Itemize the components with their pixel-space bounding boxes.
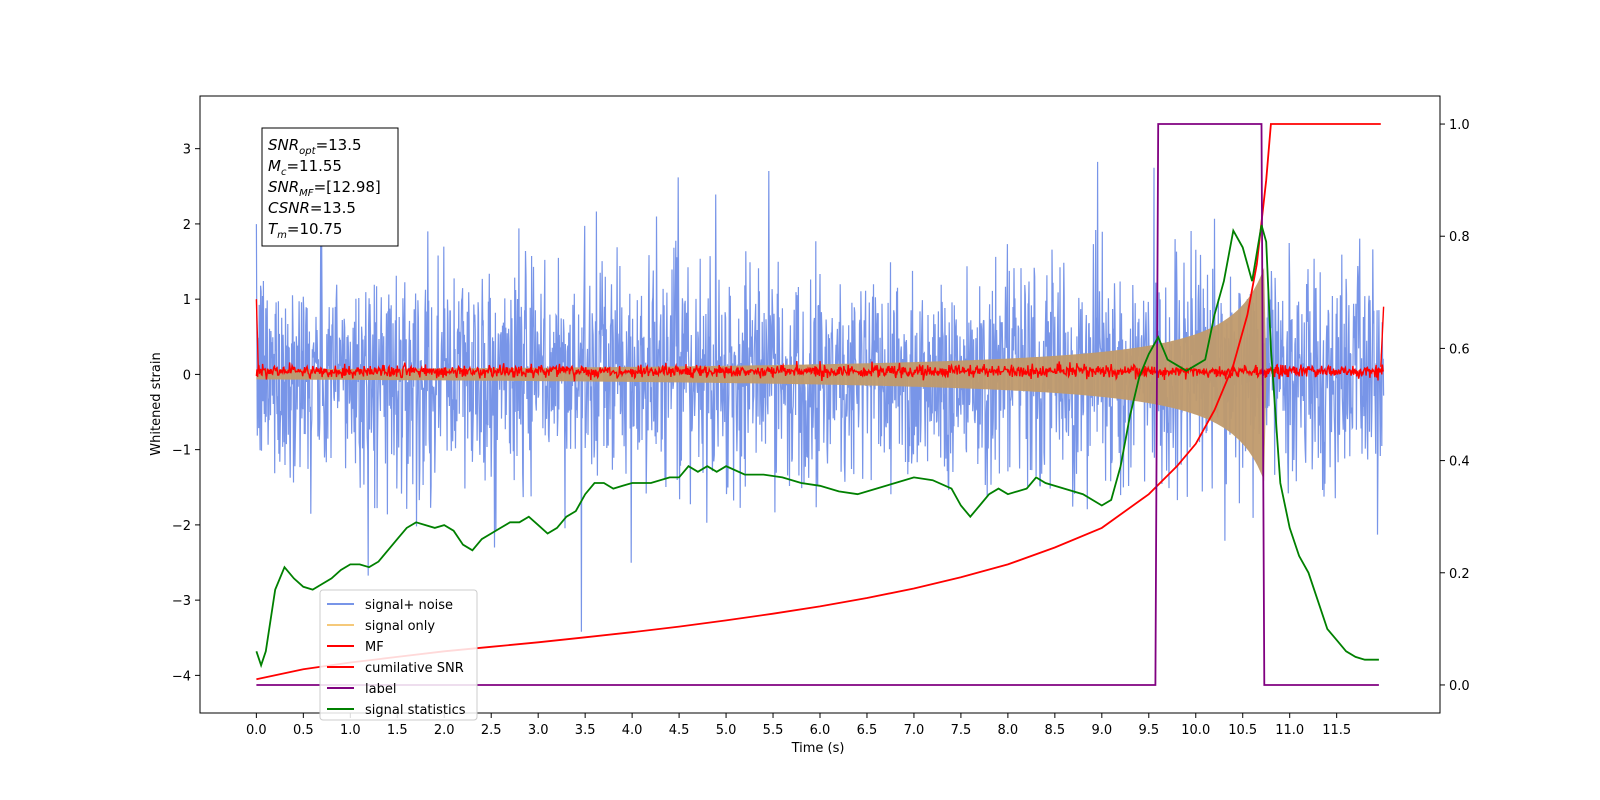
x-tick-label: 1.0 <box>340 723 361 738</box>
x-tick-label: 0.5 <box>293 723 314 738</box>
signal-noise-series <box>255 161 1385 632</box>
x-tick-label: 5.5 <box>763 723 784 738</box>
x-tick-label: 3.5 <box>575 723 596 738</box>
info-line: CSNR=13.5 <box>268 199 356 217</box>
info-line: Tm=10.75 <box>268 220 342 241</box>
info-line: SNRMF=[12.98] <box>268 178 381 199</box>
x-tick-label: 5.0 <box>716 723 737 738</box>
y-tick-label: 1 <box>183 293 191 308</box>
x-tick-label: 7.5 <box>951 723 972 738</box>
legend-frame <box>319 589 478 721</box>
x-tick-label: 2.5 <box>481 723 502 738</box>
mf-edge-end <box>1380 306 1385 367</box>
x-axis-label: Time (s) <box>791 741 845 756</box>
y2-axis-ticks: 0.0 0.2 0.4 0.6 0.8 1.0 <box>1440 118 1470 694</box>
x-tick-label: 8.5 <box>1045 723 1066 738</box>
info-box-frame <box>261 127 399 247</box>
x-tick-label: 4.5 <box>669 723 690 738</box>
legend: signal+ noise signal only MF cumilative SNR… <box>319 589 478 721</box>
x-tick-label: 11.0 <box>1275 723 1304 738</box>
series-line-4 <box>256 123 1379 686</box>
x-tick-label: 8.0 <box>998 723 1019 738</box>
x-tick-label: 9.5 <box>1138 723 1159 738</box>
y-tick-label: 3 <box>183 143 191 158</box>
x-tick-label: 0.0 <box>246 723 267 738</box>
y-tick-label: 0 <box>183 368 191 383</box>
x-tick-label: 9.0 <box>1091 723 1112 738</box>
x-tick-label: 10.0 <box>1181 723 1210 738</box>
mf-line <box>255 361 1384 382</box>
mf-edge-start <box>255 299 259 367</box>
x-tick-label: 6.5 <box>857 723 878 738</box>
x-tick-label: 2.0 <box>434 723 455 738</box>
legend-label: label <box>365 682 396 697</box>
series-line-3 <box>256 123 1381 681</box>
y-axis-label: Whitened strain <box>149 352 164 455</box>
legend-label: signal only <box>365 619 435 634</box>
y-tick-label: −4 <box>172 669 191 684</box>
y-axis-ticks: −4 −3 −2 −1 0 1 2 3 <box>172 143 200 684</box>
y2-tick-label: 0.0 <box>1449 679 1470 694</box>
x-tick-label: 10.5 <box>1228 723 1257 738</box>
x-tick-label: 6.0 <box>810 723 831 738</box>
y-tick-label: −2 <box>172 519 191 534</box>
x-tick-label: 4.0 <box>622 723 643 738</box>
mf-series <box>255 299 1385 382</box>
x-tick-label: 11.5 <box>1322 723 1351 738</box>
info-line: SNRopt=13.5 <box>268 136 362 157</box>
right-axis-series <box>255 123 1381 686</box>
signal-noise-line <box>255 161 1385 632</box>
y2-tick-label: 0.4 <box>1449 455 1470 470</box>
x-tick-label: 7.0 <box>904 723 925 738</box>
info-box: SNRopt=13.5Mc=11.55SNRMF=[12.98]CSNR=13.… <box>261 127 399 247</box>
x-axis-ticks: 0.0 0.5 1.0 1.5 2.0 2.5 3.0 3.5 4.0 4.5 5.0 5.5 6.0 6… <box>246 713 1351 738</box>
x-tick-label: 3.0 <box>528 723 549 738</box>
info-line: Mc=11.55 <box>268 157 342 178</box>
y2-tick-label: 0.2 <box>1449 567 1470 582</box>
series-line-5 <box>255 224 1379 669</box>
y-tick-label: −3 <box>172 594 191 609</box>
y2-tick-label: 1.0 <box>1449 118 1470 133</box>
legend-label: signal+ noise <box>365 598 453 613</box>
legend-label: cumilative SNR <box>365 661 464 676</box>
y-tick-label: 2 <box>183 218 191 233</box>
x-tick-label: 1.5 <box>387 723 408 738</box>
y2-tick-label: 0.6 <box>1449 342 1470 357</box>
y2-tick-label: 0.8 <box>1449 230 1470 245</box>
legend-label: signal statistics <box>365 703 466 718</box>
y-tick-label: −1 <box>172 444 191 459</box>
legend-label: MF <box>365 640 384 655</box>
